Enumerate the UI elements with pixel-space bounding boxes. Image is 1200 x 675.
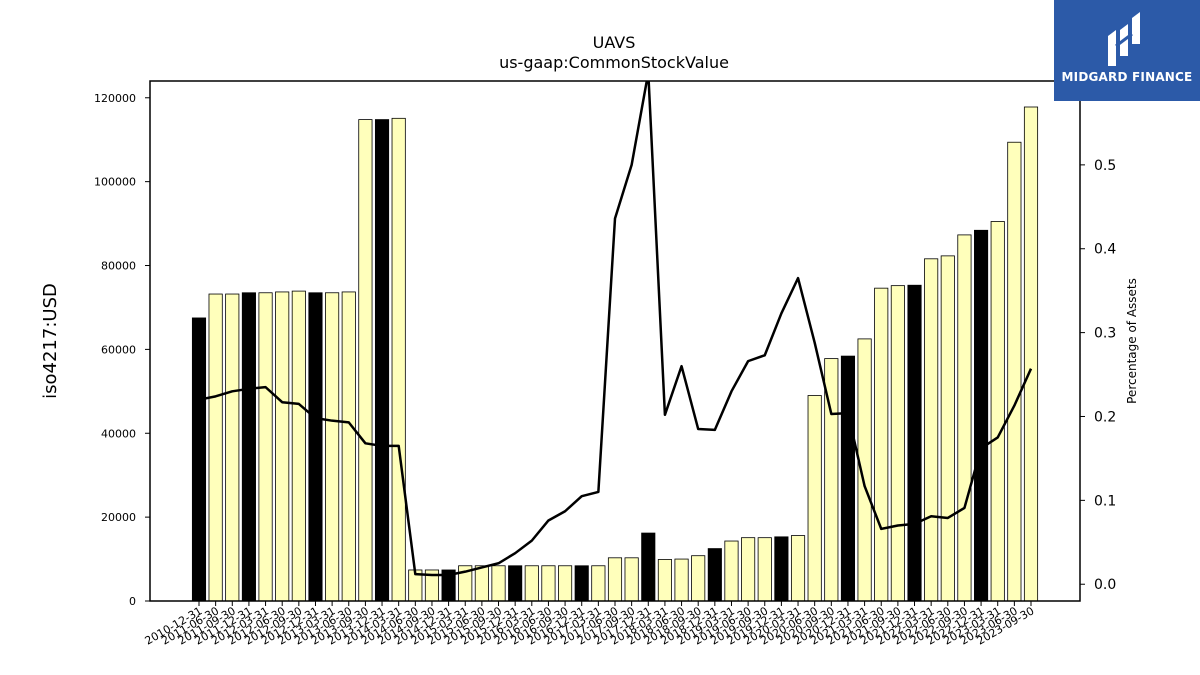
bar [524, 565, 539, 602]
y-tick-label: 80000 [101, 260, 136, 273]
chart-subtitle: us-gaap:CommonStockValue [499, 53, 729, 72]
bar [641, 532, 656, 602]
bar [291, 290, 306, 602]
bar [741, 537, 756, 602]
brand-logo: MIDGARD FINANCE [1054, 0, 1200, 101]
y-tick-label: 120000 [94, 92, 136, 105]
bar [974, 229, 989, 602]
bar [541, 565, 556, 602]
bar [225, 293, 240, 602]
y-tick-label: 0 [129, 595, 136, 608]
bar [208, 293, 223, 602]
bar [374, 119, 390, 602]
bar [924, 258, 939, 602]
y2-tick-label: 0.4 [1094, 242, 1116, 258]
bar [1023, 106, 1039, 602]
bar [308, 292, 323, 602]
y2-ticks: 0.0 0.1 0.2 0.3 0.4 0.5 [1080, 158, 1116, 593]
bar [607, 557, 623, 602]
bar [341, 291, 356, 602]
bar [358, 119, 373, 602]
y-tick-label: 100000 [94, 176, 136, 189]
bar [624, 557, 639, 602]
bar [907, 284, 922, 602]
y-tick-label: 20000 [101, 511, 136, 524]
bar [1007, 141, 1022, 602]
chart-title: UAVS [593, 33, 636, 52]
bar [674, 558, 689, 602]
bar [874, 287, 889, 602]
bar [591, 565, 606, 602]
y-axis-label: iso4217:USD [40, 283, 61, 399]
bar [707, 548, 722, 602]
bar [657, 559, 672, 602]
line-series [198, 81, 1033, 577]
bar [990, 221, 1005, 602]
bar [191, 317, 207, 602]
series-line [198, 81, 1033, 577]
y2-tick-label: 0.2 [1094, 409, 1116, 425]
y-ticks: 0 20000 40000 60000 80000 100000 120000 [94, 92, 150, 608]
y-tick-label: 40000 [101, 427, 136, 440]
y2-tick-label: 0.0 [1094, 577, 1116, 593]
bar [940, 255, 955, 602]
bar [790, 535, 806, 602]
y-tick-label: 60000 [101, 343, 136, 356]
bar [840, 355, 856, 602]
bar [491, 565, 506, 602]
x-ticks: 2010-12-312011-06-302011-09-302011-12-31… [143, 601, 1037, 648]
y2-tick-label: 0.3 [1094, 326, 1116, 342]
plot-frame [149, 80, 1081, 602]
bar [275, 291, 290, 602]
brand-name: MIDGARD FINANCE [1061, 70, 1193, 84]
bar [807, 395, 822, 602]
y2-axis-label: Percentage of Assets [1125, 278, 1139, 404]
bar [890, 285, 905, 602]
bar [391, 117, 406, 602]
bar [691, 555, 706, 602]
bar [241, 292, 256, 602]
bar [957, 234, 972, 602]
bar [574, 565, 589, 602]
y2-tick-label: 0.5 [1094, 158, 1116, 174]
bar [757, 537, 772, 602]
bar [774, 536, 789, 602]
bar [325, 292, 340, 602]
bar [558, 565, 573, 602]
bar [474, 565, 489, 602]
bar [508, 565, 523, 602]
bar [258, 292, 273, 602]
midgard-logo-icon [1108, 12, 1140, 66]
y2-tick-label: 0.1 [1094, 493, 1116, 509]
bars [191, 106, 1039, 602]
bar [724, 540, 739, 602]
